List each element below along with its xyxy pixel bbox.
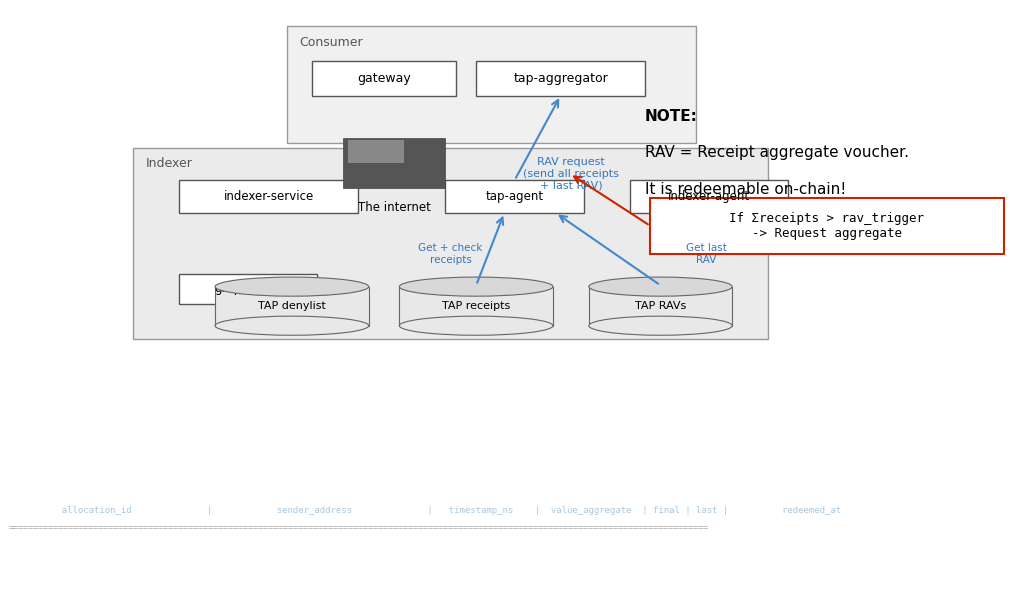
FancyBboxPatch shape bbox=[476, 61, 645, 95]
Text: TAP receipts: TAP receipts bbox=[442, 301, 510, 311]
Ellipse shape bbox=[399, 316, 553, 335]
Text: tap-agent: tap-agent bbox=[485, 190, 544, 203]
Text: WHERE sender_address = 'c3ddf37906724732ffd748057febe23379b0710d';: WHERE sender_address = 'c3ddf37906724732… bbox=[8, 485, 404, 496]
Text: NOTE:: NOTE: bbox=[645, 108, 698, 124]
Text: Get + check
receipts: Get + check receipts bbox=[419, 243, 482, 265]
Ellipse shape bbox=[589, 277, 732, 296]
FancyBboxPatch shape bbox=[179, 274, 317, 304]
Text: The internet: The internet bbox=[357, 201, 431, 214]
FancyBboxPatch shape bbox=[287, 26, 696, 144]
Text: 5d40236a8b9c7dc4f25a7c6bde54221b7a45f2b8 | c3ddf37906724732ffd748057febe23379b07: 5d40236a8b9c7dc4f25a7c6bde54221b7a45f2b8… bbox=[8, 601, 906, 610]
Bar bbox=[348, 140, 404, 163]
Text: a4cdbf8902a2600bce6a2286dde74abb1a59bddc | c3ddf37906724732ffd748057febe23379b07: a4cdbf8902a2600bce6a2286dde74abb1a59bddc… bbox=[8, 555, 906, 564]
Text: indexer=# SELECT allocation_id, sender_address, timestamp_ns, value_aggregate, f: indexer=# SELECT allocation_id, sender_a… bbox=[8, 444, 627, 454]
Text: gateway: gateway bbox=[357, 71, 411, 84]
Text: b275d4f507ee73bd794eb21c166c651c3eeb15db | c3ddf37906724732ffd748057febe23379b07: b275d4f507ee73bd794eb21c166c651c3eeb15db… bbox=[8, 586, 749, 595]
Text: Consumer: Consumer bbox=[299, 36, 362, 49]
Ellipse shape bbox=[399, 277, 553, 296]
Bar bbox=[215, 286, 369, 326]
Text: indexer-agent: indexer-agent bbox=[668, 190, 751, 203]
Bar bbox=[343, 138, 445, 188]
Text: indexer-service: indexer-service bbox=[223, 190, 314, 203]
Text: allocation_id              |            sender_address              |   timestam: allocation_id | sender_address | timesta… bbox=[8, 506, 895, 515]
Text: TAP denylist: TAP denylist bbox=[258, 301, 326, 311]
FancyBboxPatch shape bbox=[312, 61, 456, 95]
Text: RAV = Receipt aggregate voucher.: RAV = Receipt aggregate voucher. bbox=[645, 145, 909, 161]
Bar bbox=[399, 286, 553, 326]
Text: FROM scalar_tap_ravs: FROM scalar_tap_ravs bbox=[8, 464, 128, 475]
Text: Get last
RAV: Get last RAV bbox=[686, 243, 727, 265]
Text: tap-aggregator: tap-aggregator bbox=[513, 71, 608, 84]
FancyBboxPatch shape bbox=[650, 198, 1004, 254]
Ellipse shape bbox=[215, 277, 369, 296]
FancyBboxPatch shape bbox=[630, 180, 788, 213]
Ellipse shape bbox=[215, 316, 369, 335]
Text: a903212d2a009248f5f513d3866595270321e9c0 | c3ddf37906724732ffd748057febe23379b07: a903212d2a009248f5f513d3866595270321e9c0… bbox=[8, 570, 906, 580]
FancyBboxPatch shape bbox=[179, 180, 358, 213]
Text: If Σreceipts > rav_trigger
-> Request aggregate: If Σreceipts > rav_trigger -> Request ag… bbox=[729, 212, 925, 240]
Ellipse shape bbox=[589, 316, 732, 335]
Text: 460682c787aaf498d87de2e86e1d41beb4184ca0 | c3ddf37906724732ffd748057febe23379b07: 460682c787aaf498d87de2e86e1d41beb4184ca0… bbox=[8, 540, 906, 549]
Text: RAV request
(send all receipts
+ last RAV): RAV request (send all receipts + last RA… bbox=[523, 157, 618, 190]
Text: It is redeemable on-chain!: It is redeemable on-chain! bbox=[645, 182, 847, 197]
Text: TAP RAVs: TAP RAVs bbox=[635, 301, 686, 311]
Bar bbox=[589, 286, 732, 326]
Text: ================================================================================: ========================================… bbox=[8, 524, 709, 532]
Text: Indexer: Indexer bbox=[145, 157, 193, 170]
FancyBboxPatch shape bbox=[133, 148, 768, 339]
Text: graph-node: graph-node bbox=[214, 282, 283, 295]
FancyBboxPatch shape bbox=[445, 180, 584, 213]
